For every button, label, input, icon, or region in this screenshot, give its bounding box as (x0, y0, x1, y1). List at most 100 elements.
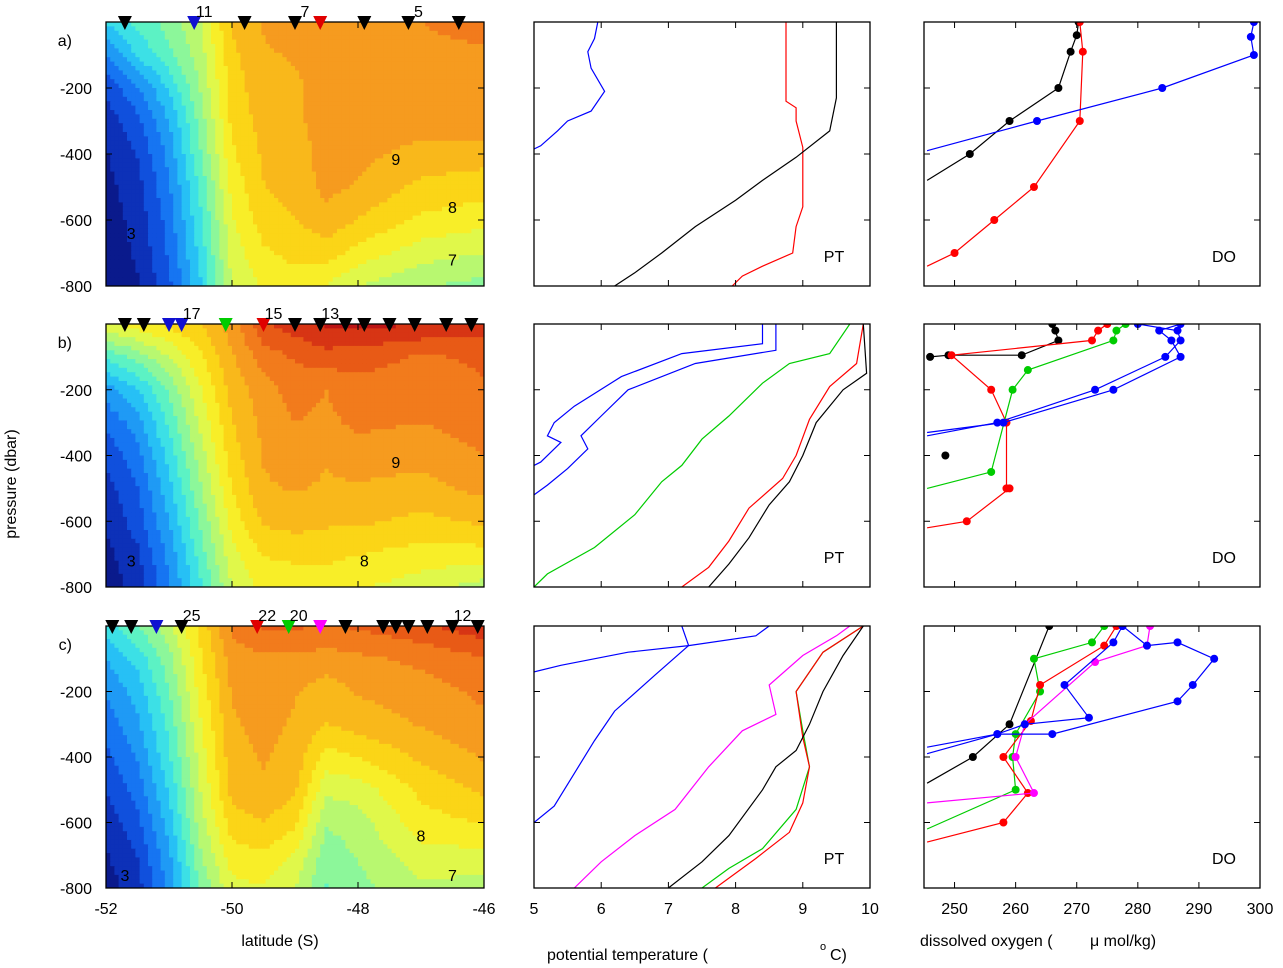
field-cell (148, 30, 153, 36)
field-cell (127, 224, 132, 230)
field-cell (362, 167, 367, 173)
field-cell (143, 110, 149, 115)
field-cell (131, 140, 136, 146)
field-cell (362, 140, 367, 146)
field-cell (349, 114, 355, 120)
field-cell (106, 110, 111, 115)
field-cell (408, 61, 414, 67)
field-cell (135, 180, 141, 186)
field-cell (400, 220, 405, 225)
field-cell (358, 66, 363, 71)
field-cell (261, 123, 267, 129)
field-cell (198, 264, 204, 269)
field-cell (236, 35, 241, 41)
field-cell (173, 176, 178, 181)
field-cell (475, 96, 481, 102)
field-cell (215, 198, 220, 203)
field-cell (374, 70, 380, 76)
field-cell (219, 220, 225, 225)
field-cell (311, 83, 317, 89)
field-cell (387, 92, 393, 98)
field-cell (395, 154, 401, 159)
field-cell (173, 127, 178, 133)
field-cell (223, 105, 229, 111)
field-cell (433, 110, 439, 115)
field-cell (353, 39, 359, 45)
field-cell (379, 101, 384, 107)
field-cell (257, 118, 262, 124)
field-cell (223, 189, 229, 195)
field-cell (391, 70, 397, 76)
field-cell (290, 233, 296, 239)
field-cell (311, 30, 317, 36)
field-cell (416, 35, 422, 41)
field-cell (299, 149, 304, 155)
field-cell (307, 215, 313, 221)
field-cell (316, 154, 321, 159)
field-cell (135, 224, 141, 230)
field-cell (479, 193, 484, 199)
field-cell (408, 202, 414, 208)
field-cell (223, 79, 229, 85)
field-cell (206, 83, 212, 89)
field-cell (290, 92, 296, 98)
field-cell (269, 140, 275, 146)
field-cell (206, 171, 212, 177)
field-cell (177, 215, 183, 221)
field-cell (290, 167, 296, 173)
field-cell (408, 193, 414, 199)
field-cell (471, 224, 477, 230)
field-cell (299, 259, 304, 265)
field-cell (156, 70, 162, 76)
field-cell (223, 26, 229, 32)
field-cell (160, 140, 166, 146)
field-cell (311, 145, 317, 151)
field-cell (475, 118, 481, 124)
field-cell (374, 259, 380, 265)
field-cell (316, 39, 321, 45)
field-cell (282, 52, 288, 58)
field-cell (257, 198, 262, 203)
field-cell (349, 233, 355, 239)
field-cell (118, 61, 124, 67)
field-cell (215, 101, 220, 107)
field-cell (148, 149, 153, 155)
field-cell (244, 158, 250, 164)
field-cell (349, 70, 355, 76)
field-cell (479, 83, 484, 89)
field-cell (332, 52, 338, 58)
field-cell (412, 74, 418, 80)
field-cell (400, 211, 405, 217)
field-cell (421, 26, 426, 32)
field-cell (332, 193, 338, 199)
field-cell (324, 246, 330, 252)
field-cell (244, 198, 250, 203)
field-cell (274, 198, 279, 203)
field-cell (387, 206, 393, 212)
field-cell (122, 74, 128, 80)
field-cell (110, 176, 115, 181)
field-cell (215, 237, 220, 243)
field-cell (345, 233, 351, 239)
field-cell (173, 162, 178, 168)
field-cell (295, 250, 300, 256)
field-cell (211, 220, 216, 225)
field-cell (446, 220, 451, 225)
field-cell (286, 198, 292, 203)
field-cell (248, 224, 254, 230)
field-cell (387, 110, 393, 115)
field-cell (290, 48, 296, 54)
field-cell (341, 105, 346, 111)
field-cell (433, 48, 439, 54)
field-cell (337, 176, 342, 181)
field-cell (135, 198, 141, 203)
field-cell (253, 250, 258, 256)
field-cell (395, 220, 401, 225)
field-cell (160, 136, 166, 142)
field-cell (274, 83, 279, 89)
field-cell (332, 184, 338, 190)
field-cell (160, 224, 166, 230)
field-cell (479, 140, 484, 146)
field-cell (181, 22, 187, 27)
field-cell (274, 242, 279, 247)
